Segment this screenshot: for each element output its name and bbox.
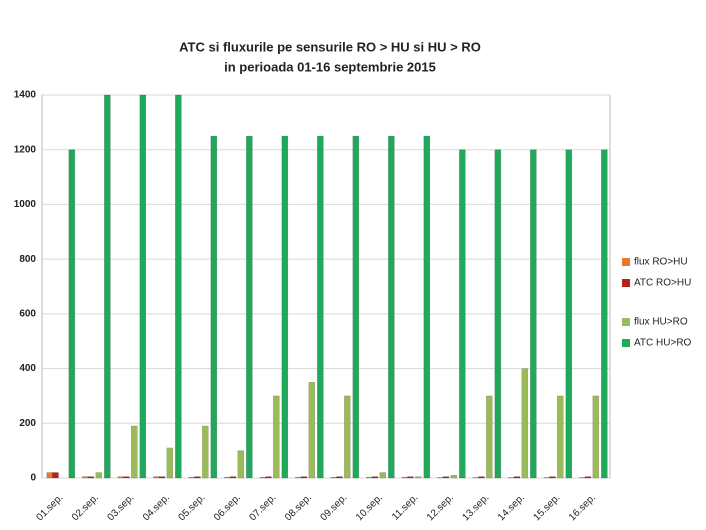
bar	[139, 94, 147, 479]
bar	[557, 395, 564, 479]
bar	[549, 476, 556, 479]
bar	[87, 476, 95, 479]
bar	[344, 395, 351, 479]
bar	[530, 149, 537, 479]
bar	[175, 94, 182, 479]
bar	[281, 135, 289, 479]
legend-label: flux RO>HU	[634, 257, 688, 268]
y-tick-label: 800	[19, 254, 36, 265]
bar	[388, 135, 395, 479]
bar	[584, 476, 592, 479]
bar	[166, 447, 174, 479]
bar	[379, 472, 387, 479]
bar	[95, 472, 103, 479]
bar	[513, 476, 521, 479]
bar	[229, 476, 237, 479]
bar	[472, 477, 480, 479]
bar	[259, 476, 267, 479]
bar	[442, 476, 450, 479]
bar	[265, 476, 272, 479]
bar	[521, 368, 529, 479]
bar	[401, 476, 409, 479]
bar	[330, 476, 338, 479]
y-tick-label: 1000	[14, 199, 37, 210]
bar	[194, 476, 201, 479]
bar	[579, 477, 586, 479]
bar	[210, 135, 218, 479]
bar	[366, 476, 373, 479]
bar	[543, 477, 551, 479]
bar	[158, 476, 166, 479]
bar	[478, 476, 485, 479]
y-tick-label: 200	[19, 418, 36, 429]
bar	[423, 135, 431, 479]
bar	[224, 476, 231, 479]
legend-swatch	[622, 258, 630, 266]
y-tick-label: 400	[19, 363, 36, 374]
bar	[407, 476, 414, 479]
bar	[52, 472, 59, 479]
bar	[117, 476, 125, 479]
y-tick-label: 1400	[14, 90, 37, 101]
bar	[153, 476, 160, 479]
bar	[450, 475, 458, 479]
bar	[459, 149, 466, 479]
bar	[246, 135, 253, 479]
bar	[131, 425, 138, 479]
bar	[592, 395, 600, 479]
bar	[352, 135, 360, 479]
legend-label: flux HU>RO	[634, 317, 688, 328]
bar	[486, 395, 493, 479]
bar	[415, 476, 422, 479]
bar	[68, 149, 76, 479]
bar	[371, 476, 379, 479]
legend-label: ATC RO>HU	[634, 278, 691, 289]
chart-subtitle: in perioada 01-16 septembrie 2015	[224, 59, 436, 74]
bar	[188, 476, 196, 479]
bar	[494, 149, 502, 479]
y-tick-label: 600	[19, 308, 36, 319]
bar	[336, 476, 343, 479]
bar	[565, 149, 573, 479]
bar	[46, 472, 54, 479]
bar	[202, 425, 209, 479]
bar	[317, 135, 324, 479]
y-tick-label: 0	[30, 473, 36, 484]
legend-swatch	[622, 339, 630, 347]
bar	[437, 477, 444, 479]
chart-title: ATC si fluxurile pe sensurile RO > HU si…	[179, 39, 481, 54]
bar	[273, 395, 280, 479]
bar	[104, 94, 111, 479]
legend-swatch	[622, 279, 630, 287]
legend-label: ATC HU>RO	[634, 338, 692, 349]
bar	[601, 149, 608, 479]
bar	[82, 476, 89, 479]
bar	[237, 450, 245, 479]
y-tick-label: 1200	[14, 144, 37, 155]
bar	[123, 476, 130, 479]
bar	[300, 476, 308, 479]
bar	[295, 476, 302, 479]
bar	[308, 382, 316, 479]
legend-swatch	[622, 318, 630, 326]
bar	[508, 477, 515, 479]
